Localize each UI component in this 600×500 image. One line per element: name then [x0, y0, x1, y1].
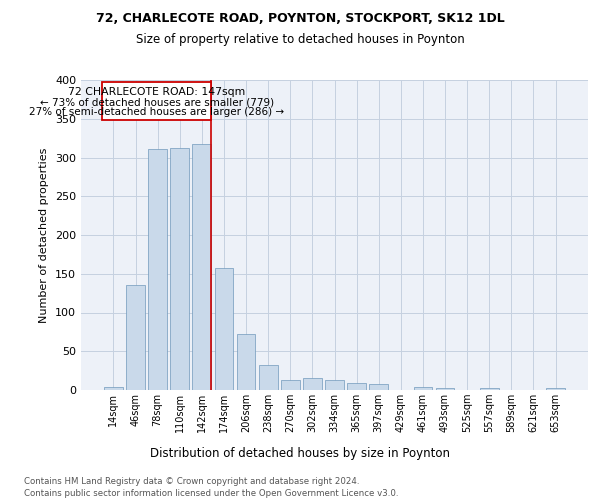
- Text: Contains public sector information licensed under the Open Government Licence v3: Contains public sector information licen…: [24, 489, 398, 498]
- Bar: [480, 388, 499, 390]
- Bar: [413, 387, 433, 390]
- Bar: [104, 387, 123, 390]
- Bar: [281, 380, 299, 390]
- Bar: [215, 268, 233, 390]
- Bar: [546, 388, 565, 390]
- Text: 27% of semi-detached houses are larger (286) →: 27% of semi-detached houses are larger (…: [29, 107, 284, 117]
- Bar: [347, 383, 366, 390]
- Text: 72 CHARLECOTE ROAD: 147sqm: 72 CHARLECOTE ROAD: 147sqm: [68, 87, 245, 97]
- Bar: [259, 365, 278, 390]
- Text: Size of property relative to detached houses in Poynton: Size of property relative to detached ho…: [136, 32, 464, 46]
- Bar: [193, 144, 211, 390]
- Text: ← 73% of detached houses are smaller (779): ← 73% of detached houses are smaller (77…: [40, 97, 274, 107]
- Text: Distribution of detached houses by size in Poynton: Distribution of detached houses by size …: [150, 448, 450, 460]
- Bar: [126, 284, 145, 390]
- Bar: [436, 388, 454, 390]
- Y-axis label: Number of detached properties: Number of detached properties: [40, 148, 49, 322]
- Bar: [236, 334, 256, 390]
- Bar: [303, 378, 322, 390]
- FancyBboxPatch shape: [103, 82, 211, 120]
- Bar: [370, 384, 388, 390]
- Text: Contains HM Land Registry data © Crown copyright and database right 2024.: Contains HM Land Registry data © Crown c…: [24, 478, 359, 486]
- Bar: [148, 149, 167, 390]
- Text: 72, CHARLECOTE ROAD, POYNTON, STOCKPORT, SK12 1DL: 72, CHARLECOTE ROAD, POYNTON, STOCKPORT,…: [95, 12, 505, 26]
- Bar: [170, 148, 189, 390]
- Bar: [325, 380, 344, 390]
